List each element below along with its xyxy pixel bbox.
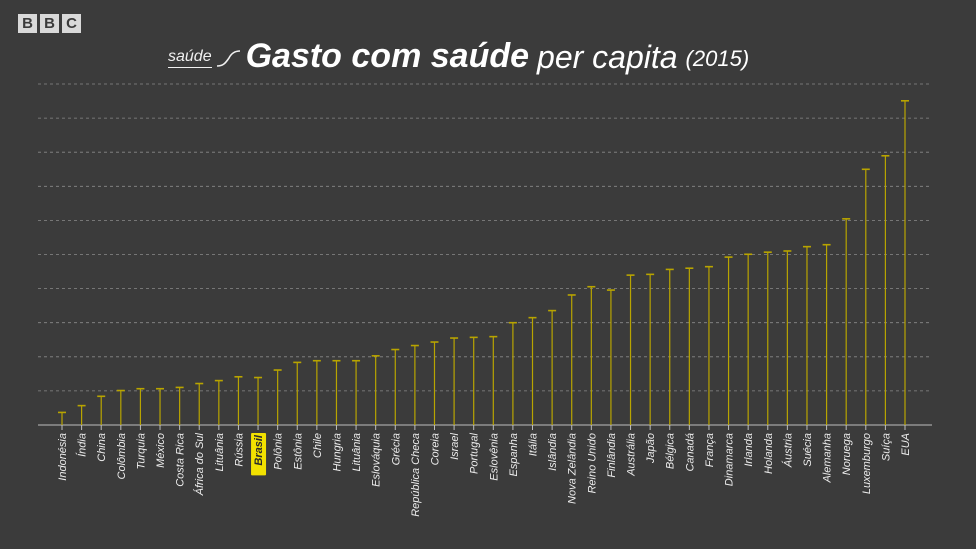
- chart-title: saúde Gasto com saúde per capita (2015): [168, 30, 749, 76]
- x-tick-label: Dinamarca: [724, 433, 736, 486]
- x-tick-label: Turquia: [135, 433, 147, 469]
- x-tick-label: Suécia: [802, 433, 814, 467]
- x-tick-label: Nova Zelândia: [567, 433, 579, 504]
- title-bold: Gasto com saúde: [245, 37, 530, 75]
- x-tick-label: Grécia: [390, 433, 402, 465]
- x-tick-label: Chile: [312, 433, 324, 458]
- title-rest: per capita: [537, 39, 678, 75]
- x-tick-label: Coreia: [429, 433, 441, 465]
- x-tick-label: China: [96, 433, 108, 462]
- x-tick-label: Japão: [645, 433, 657, 464]
- x-tick-label: Colômbia: [116, 433, 128, 479]
- x-tick-label: Hungria: [331, 433, 343, 472]
- x-tick-label: Estônia: [292, 433, 304, 470]
- x-tick-label: Suíça: [880, 433, 892, 461]
- x-tick-label: Áustria: [781, 433, 794, 468]
- x-tick-label: África do Sul: [193, 432, 206, 496]
- x-tick-label: Islândia: [547, 433, 559, 471]
- x-tick-label: Indonésia: [57, 433, 69, 481]
- x-tick-label: Lituânia: [351, 433, 363, 472]
- x-tick-label: República Checa: [410, 433, 422, 517]
- x-tick-label: Finlândia: [606, 433, 618, 478]
- x-tick-label: México: [155, 433, 167, 468]
- x-tick-label: Portugal: [469, 432, 481, 474]
- x-tick-label: Polônia: [273, 433, 285, 470]
- section-tag: saúde: [168, 48, 212, 68]
- x-tick-label: Espanha: [508, 433, 520, 476]
- x-tick-label: Eslováquia: [371, 433, 383, 487]
- x-tick-label: Reino Unido: [586, 433, 598, 494]
- bbc-logo-letter: B: [40, 14, 59, 33]
- x-tick-label: Itália: [528, 433, 540, 456]
- title-year: (2015): [685, 46, 750, 71]
- x-tick-label: Irlanda: [743, 433, 755, 467]
- x-tick-label: Israel: [449, 432, 461, 459]
- x-tick-label: Índia: [76, 433, 89, 457]
- x-tick-label: Austrália: [626, 433, 638, 477]
- x-tick-label: Lituânia: [214, 433, 226, 472]
- swoosh-icon: [216, 50, 240, 67]
- x-tick-label: Brasil: [253, 434, 265, 466]
- x-tick-label: França: [704, 433, 716, 467]
- x-tick-label: Holanda: [763, 433, 775, 474]
- x-tick-label: Canadá: [684, 433, 696, 472]
- x-tick-label: Rússia: [233, 433, 245, 467]
- x-tick-label: EUA: [900, 433, 912, 456]
- highlight-badge: [251, 433, 267, 476]
- x-tick-label: Eslovênia: [488, 433, 500, 481]
- x-tick-label: Alemanha: [822, 433, 834, 484]
- bbc-logo: B B C: [18, 14, 81, 33]
- x-tick-label: Costa Rica: [175, 433, 187, 487]
- bbc-logo-letter: B: [18, 14, 37, 33]
- x-tick-label: Noruega: [841, 433, 853, 475]
- x-tick-label: Bélgica: [665, 433, 677, 469]
- bbc-logo-letter: C: [62, 14, 81, 33]
- x-tick-label: Luxemburgo: [861, 433, 873, 494]
